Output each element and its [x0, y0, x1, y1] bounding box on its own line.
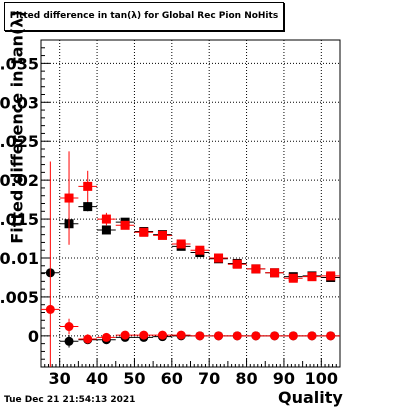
- y-tick-label: 0.015: [0, 210, 39, 229]
- data-point: [214, 253, 224, 263]
- data-point: [288, 331, 298, 341]
- data-point: [232, 331, 242, 341]
- series-square-black: [59, 201, 340, 282]
- data-point: [176, 239, 186, 249]
- data-point: [270, 331, 280, 341]
- y-axis-label: Fitted difference in tan(λ): [7, 10, 27, 244]
- data-point: [307, 272, 317, 282]
- data-point: [101, 214, 111, 224]
- y-tick-label: 0.005: [0, 288, 39, 307]
- data-point: [326, 331, 336, 341]
- data-series: [41, 151, 340, 367]
- data-point: [195, 245, 205, 255]
- data-point: [101, 225, 111, 235]
- data-point: [83, 334, 93, 344]
- data-point: [120, 220, 130, 230]
- data-point: [214, 331, 224, 341]
- data-point: [83, 202, 93, 212]
- data-point: [251, 331, 261, 341]
- data-point: [270, 268, 280, 278]
- data-point: [251, 264, 261, 274]
- data-point: [307, 331, 317, 341]
- data-point: [176, 330, 186, 340]
- y-tick-label: 0.03: [0, 93, 39, 112]
- series-square-red: [59, 151, 340, 283]
- grid: [41, 40, 340, 367]
- y-tick-label: 0.01: [0, 249, 39, 268]
- y-tick-label: 0.035: [0, 54, 39, 73]
- x-tick-label: 70: [198, 369, 220, 388]
- x-tick-label: 100: [305, 369, 338, 388]
- y-tick-label: 0.02: [0, 171, 39, 190]
- x-tick-label: 60: [161, 369, 183, 388]
- data-point: [120, 330, 130, 340]
- data-point: [139, 330, 149, 340]
- y-tick-label: 0.025: [0, 132, 39, 151]
- x-tick-label: 40: [86, 369, 108, 388]
- x-tick-label: 90: [273, 369, 295, 388]
- data-point: [195, 331, 205, 341]
- tick-labels: 30 40 50 60 70 80 90 100 0 0.005 0.01 0.015 0.02 0.02…: [0, 54, 338, 388]
- title-box: Fitted difference in tan(λ) for Global R…: [4, 2, 284, 31]
- data-point: [64, 322, 74, 332]
- x-tick-label: 30: [49, 369, 71, 388]
- x-axis-label: Quality: [278, 388, 343, 407]
- data-point: [139, 227, 149, 237]
- series-circle-red: [41, 161, 340, 367]
- chart-title: Fitted difference in tan(λ) for Global R…: [9, 11, 279, 21]
- data-point: [232, 259, 242, 269]
- y-tick-label: 0: [28, 327, 39, 346]
- axis-ticks: [41, 39, 337, 368]
- data-point: [45, 304, 55, 314]
- data-point: [288, 273, 298, 283]
- data-point: [64, 193, 74, 203]
- x-tick-label: 50: [123, 369, 145, 388]
- data-point: [157, 330, 167, 340]
- data-point: [101, 332, 111, 342]
- data-point: [326, 271, 336, 281]
- data-point: [83, 181, 93, 191]
- timestamp: Tue Dec 21 21:54:13 2021: [4, 395, 136, 405]
- data-point: [157, 230, 167, 240]
- x-tick-label: 80: [235, 369, 257, 388]
- data-point: [64, 336, 74, 346]
